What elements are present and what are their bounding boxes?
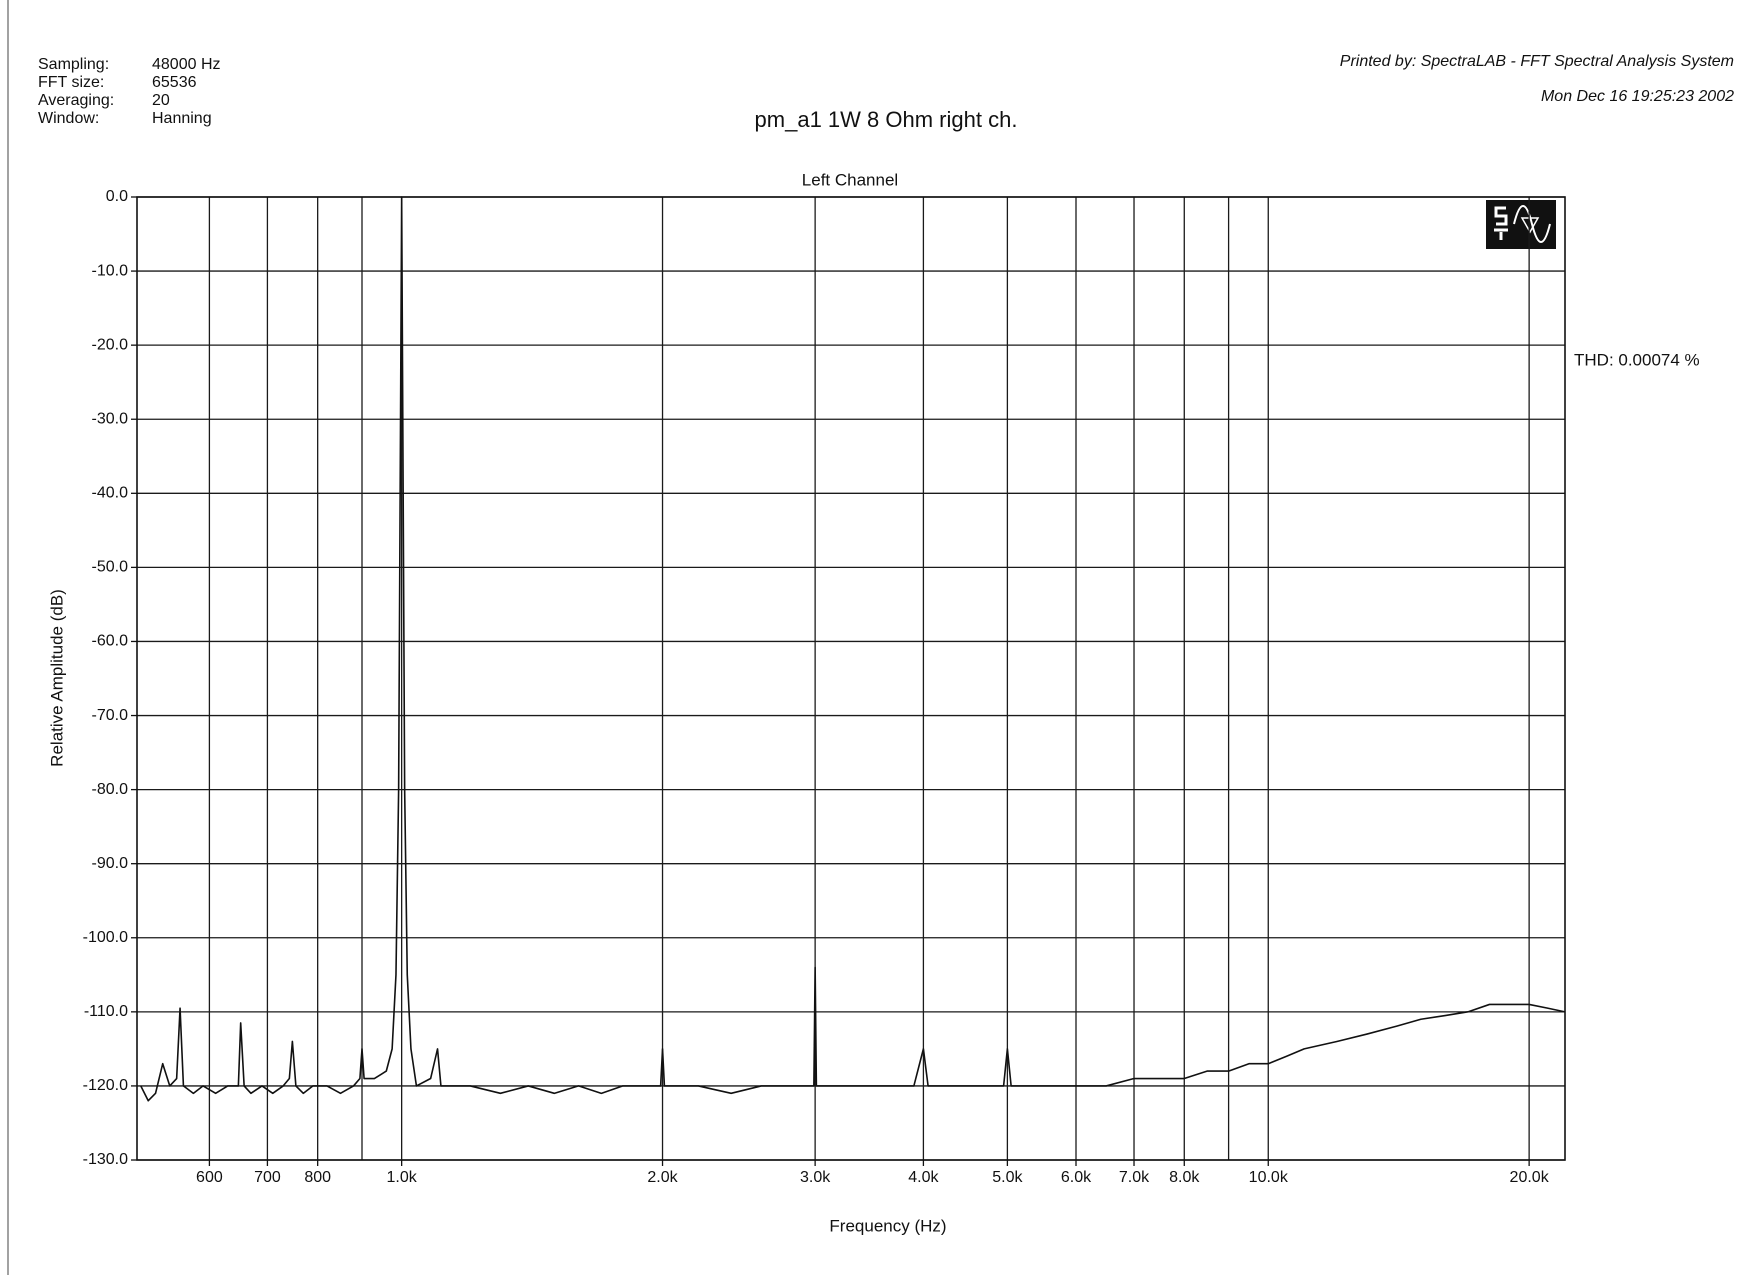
- x-tick-label: 800: [304, 1169, 331, 1186]
- y-tick-label: 0.0: [106, 188, 128, 205]
- x-tick-label: 10.0k: [1249, 1169, 1289, 1186]
- logo-wave: [1513, 205, 1551, 243]
- logo-s: [1494, 206, 1508, 240]
- x-tick-label: 6.0k: [1061, 1169, 1092, 1186]
- printed-by: Printed by: SpectraLAB - FFT Spectral An…: [1340, 53, 1734, 70]
- chart-title: pm_a1 1W 8 Ohm right ch.: [755, 107, 1018, 132]
- thd-annotation: THD: 0.00074 %: [1574, 350, 1700, 369]
- y-tick-label: -130.0: [83, 1151, 128, 1168]
- plot-frame: [136, 196, 1566, 1161]
- info-label: FFT size:: [38, 74, 104, 91]
- x-tick-label: 1.0k: [387, 1169, 418, 1186]
- info-value: Hanning: [152, 110, 212, 127]
- y-tick-label: -60.0: [92, 633, 129, 650]
- print-date: Mon Dec 16 19:25:23 2002: [1541, 88, 1734, 105]
- info-value: 48000 Hz: [152, 56, 221, 73]
- info-label: Sampling:: [38, 56, 109, 73]
- x-tick-label: 5.0k: [992, 1169, 1023, 1186]
- x-tick-label: 700: [254, 1169, 281, 1186]
- info-value: 20: [152, 92, 170, 109]
- y-tick-label: -120.0: [83, 1077, 128, 1094]
- x-tick-label: 4.0k: [908, 1169, 939, 1186]
- y-tick-label: -20.0: [92, 336, 129, 353]
- y-tick-label: -90.0: [92, 855, 129, 872]
- y-tick-label: -110.0: [84, 1003, 128, 1020]
- y-tick-label: -100.0: [83, 929, 128, 946]
- x-tick-label: 2.0k: [647, 1169, 678, 1186]
- x-axis-label: Frequency (Hz): [829, 1216, 946, 1235]
- info-value: 65536: [152, 74, 197, 91]
- y-tick-label: -80.0: [92, 781, 129, 798]
- y-tick-label: -40.0: [92, 485, 129, 502]
- logo-triangle: [1520, 217, 1540, 234]
- x-tick-label: 8.0k: [1169, 1169, 1200, 1186]
- chart-subtitle: Left Channel: [802, 170, 898, 189]
- spectrum-line: [140, 196, 1566, 1102]
- logo: [1486, 200, 1556, 249]
- x-tick-label: 20.0k: [1510, 1169, 1550, 1186]
- x-tick-label: 600: [196, 1169, 223, 1186]
- y-axis-label: Relative Amplitude (dB): [47, 589, 66, 767]
- x-tick-label: 7.0k: [1119, 1169, 1150, 1186]
- y-tick-label: -10.0: [92, 262, 129, 279]
- info-label: Window:: [38, 110, 99, 127]
- y-tick-label: -30.0: [92, 410, 129, 427]
- x-tick-label: 3.0k: [800, 1169, 831, 1186]
- info-label: Averaging:: [38, 92, 114, 109]
- y-tick-label: -50.0: [92, 559, 129, 576]
- y-tick-label: -70.0: [92, 707, 129, 724]
